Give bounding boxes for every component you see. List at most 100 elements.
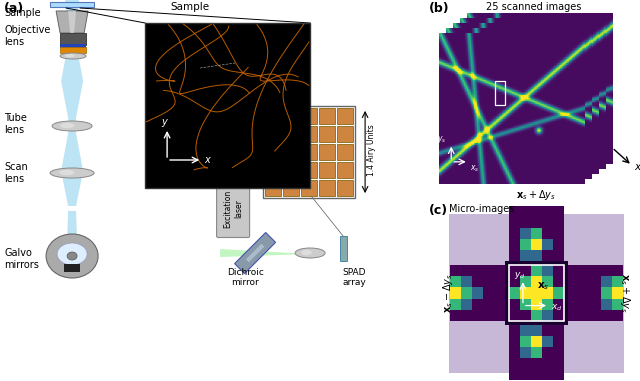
Bar [612,287,623,298]
Polygon shape [67,211,77,241]
Bar [340,236,347,261]
Bar [542,265,553,276]
Text: $\mathbf{x}_s$: $\mathbf{x}_s$ [537,280,549,292]
Polygon shape [56,11,88,33]
Text: Galvo
mirrors: Galvo mirrors [4,248,39,270]
Bar [509,347,520,358]
Bar [265,108,281,124]
Bar [531,250,542,261]
Bar [283,144,299,160]
Polygon shape [65,0,79,33]
Bar [301,162,317,178]
Bar [520,217,531,228]
Bar [612,310,623,321]
Bar [568,276,579,287]
Bar [60,33,86,45]
Bar [542,206,553,217]
Bar [450,276,461,287]
Bar [301,180,317,196]
Bar [553,347,564,358]
Bar [579,310,590,321]
Bar [568,287,579,298]
Bar [472,276,483,287]
Bar [450,310,461,321]
Ellipse shape [52,121,92,131]
Bar [494,265,505,276]
Ellipse shape [46,234,98,278]
Bar [553,336,564,347]
Bar [64,264,80,272]
Bar [461,287,472,298]
Bar [542,239,553,250]
Bar [283,162,299,178]
Bar [531,217,542,228]
Bar [319,144,335,160]
Bar [509,298,520,310]
Bar [483,287,494,298]
Text: $y_d$: $y_d$ [514,271,525,282]
Bar [542,358,553,369]
Bar [542,310,553,321]
Polygon shape [220,249,310,257]
Bar [520,250,531,261]
Bar [283,108,299,124]
Bar [531,358,542,369]
Bar [145,23,310,188]
Bar [531,206,542,217]
Bar [319,126,335,142]
Text: Dichroic
mirror: Dichroic mirror [227,268,264,287]
Bar [301,126,317,142]
Bar [590,265,601,276]
Bar [450,298,461,310]
Bar [553,228,564,239]
Ellipse shape [50,168,94,178]
Text: Objective
lens: Objective lens [4,25,51,47]
Bar [531,325,542,336]
Bar [568,298,579,310]
Bar [520,298,531,310]
Ellipse shape [60,123,74,128]
Bar [590,310,601,321]
Bar [531,347,542,358]
Bar [531,310,542,321]
Bar [568,265,579,276]
Bar [319,180,335,196]
Polygon shape [61,128,83,171]
Bar [531,276,542,287]
Bar [337,180,353,196]
Bar [509,250,520,261]
Ellipse shape [295,248,325,258]
Bar [542,347,553,358]
Bar [520,358,531,369]
Bar [531,336,542,347]
Bar [494,298,505,310]
Bar [612,276,623,287]
Bar [531,265,542,276]
Bar [579,265,590,276]
Bar [301,108,317,124]
Bar [509,369,520,380]
Bar [60,44,86,48]
Bar [505,261,568,325]
Bar [590,298,601,310]
Bar [265,162,281,178]
Bar [553,239,564,250]
Text: 25 scanned images: 25 scanned images [486,2,582,12]
Text: Excitation
laser: Excitation laser [223,189,243,227]
Bar [553,310,564,321]
Text: (c): (c) [429,204,448,217]
Ellipse shape [65,54,74,58]
Bar [509,206,520,217]
Text: Scan
lens: Scan lens [4,162,28,184]
Bar [601,310,612,321]
Bar [226,176,240,181]
Bar [461,310,472,321]
Bar [542,369,553,380]
Bar [472,287,483,298]
Bar [553,358,564,369]
Bar [553,298,564,310]
Bar [319,162,335,178]
Bar [461,265,472,276]
Bar [520,287,531,298]
Bar [461,298,472,310]
